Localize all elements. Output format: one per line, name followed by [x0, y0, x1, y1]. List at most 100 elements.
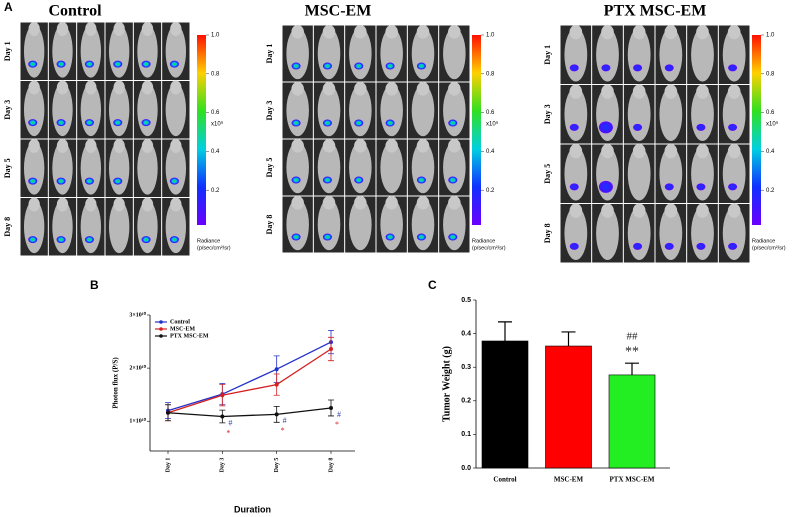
point: [274, 367, 279, 372]
colorbar-scale: x10⁹: [766, 121, 779, 128]
signal: [56, 60, 66, 68]
signal: [598, 180, 613, 193]
x-tick-label: Day 8: [328, 458, 334, 473]
signal: [291, 233, 301, 241]
signal: [696, 183, 706, 191]
signal: [291, 62, 301, 70]
colorbar-tick-label: 0.4: [486, 149, 495, 155]
mouse-head: [385, 139, 398, 153]
signal: [728, 64, 738, 72]
signal: [569, 64, 579, 72]
mouse-head: [727, 144, 741, 159]
mouse-head: [569, 84, 583, 99]
mouse-head: [141, 80, 154, 95]
mouse-head: [113, 197, 125, 212]
x-tick-label: MSC-EM: [554, 476, 584, 484]
colorbar-label: (p/sec/cm²/sr): [752, 245, 786, 251]
mouse-head: [322, 25, 336, 39]
panel-label: C: [428, 278, 437, 292]
signal: [56, 119, 66, 127]
point: [274, 382, 279, 387]
x-tick-label: Day 1: [165, 458, 171, 473]
colorbar: [197, 35, 206, 225]
mouse-head: [601, 25, 614, 40]
mouse-head: [28, 197, 40, 212]
mouse-head: [632, 25, 646, 40]
error-bar: [625, 362, 639, 375]
panel-title: Control: [48, 3, 102, 20]
mouse-head: [448, 196, 461, 210]
signal: [113, 60, 123, 68]
legend-marker: [159, 320, 163, 324]
signal: [28, 119, 38, 127]
mouse: [596, 206, 619, 261]
x-tick-label: Day 3: [220, 458, 226, 473]
y-tick-label: 0.3: [461, 364, 471, 371]
signal: [598, 121, 613, 134]
signal: [169, 60, 179, 68]
signal: [291, 119, 301, 127]
mouse-head: [291, 25, 304, 39]
significance-mark: *: [335, 420, 339, 429]
day-label: Day 1: [543, 45, 552, 65]
bar: [545, 345, 592, 469]
signal: [141, 119, 151, 127]
signal: [385, 233, 395, 241]
mouse-head: [664, 25, 678, 40]
mouse: [108, 200, 130, 254]
significance-mark: ##: [627, 331, 639, 343]
day-label: Day 1: [3, 41, 12, 61]
y-tick-label: 1×10¹⁰: [129, 418, 146, 425]
mouse-head: [170, 197, 182, 212]
signal: [569, 242, 579, 250]
mouse-head: [727, 203, 741, 218]
point: [329, 347, 333, 351]
mouse-head: [664, 84, 678, 99]
signal: [416, 233, 426, 241]
mouse-head: [141, 197, 154, 212]
mouse-head: [696, 25, 709, 40]
colorbar-tick-label: 1.0: [211, 33, 220, 39]
mouse-head: [569, 25, 583, 40]
signal: [664, 183, 674, 191]
signal: [448, 119, 458, 127]
day-label: Day 5: [3, 158, 12, 178]
mouse-head: [113, 22, 125, 37]
day-label: Day 5: [265, 158, 274, 178]
signal: [728, 183, 738, 191]
mouse-head: [601, 203, 614, 218]
colorbar-scale: x10⁹: [486, 121, 499, 128]
mouse-head: [354, 139, 367, 153]
signal: [633, 64, 643, 72]
colorbar-tick-label: 0.8: [211, 71, 220, 77]
mouse-head: [448, 139, 461, 153]
signal: [322, 62, 332, 70]
mouse-head: [354, 196, 367, 210]
signal: [664, 242, 674, 250]
signal: [601, 64, 611, 72]
mouse-head: [632, 203, 646, 218]
colorbar-tick-label: 0.4: [766, 149, 775, 155]
point: [220, 414, 225, 419]
mouse-head: [601, 144, 614, 159]
mouse-head: [113, 80, 125, 95]
signal: [84, 177, 94, 185]
colorbar-tick-label: 1.0: [766, 33, 775, 39]
signal: [728, 242, 738, 250]
signal: [569, 183, 579, 191]
mouse-head: [696, 144, 709, 159]
colorbar-tick-label: 0.6: [486, 110, 495, 116]
mouse-head: [601, 84, 614, 99]
mouse-head: [696, 84, 709, 99]
error-bar: [561, 331, 576, 347]
signal: [141, 60, 151, 68]
signal: [448, 176, 458, 184]
signal: [569, 123, 579, 131]
y-tick-label: 2×10¹⁰: [129, 365, 146, 372]
mouse-head: [664, 144, 678, 159]
mouse-head: [141, 22, 154, 37]
mouse-head: [56, 80, 69, 95]
signal: [696, 242, 706, 250]
day-label: Day 8: [543, 223, 552, 243]
y-tick-label: 0.4: [461, 330, 471, 337]
